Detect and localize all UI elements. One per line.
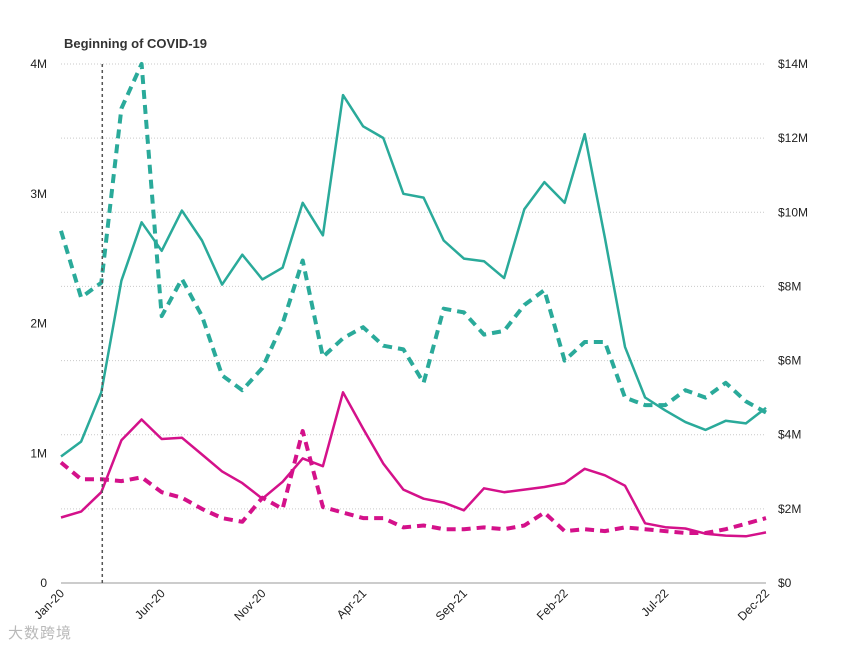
y-left-tick-label: 0 [40,576,47,590]
covid-annotation: Beginning of COVID-19 [64,36,207,583]
x-axis: Jan-20 Jun-20 Nov-20 Apr-21 Sep-21 Feb-22 Jul-… [31,586,772,623]
magenta-dashed-line [59,429,767,535]
x-tick-label: Dec-22 [735,586,772,623]
x-tick-label: Sep-21 [433,586,470,623]
y-right-tick-label: $6M [778,354,801,368]
y-left-tick-label: 2M [30,317,47,331]
x-tick-label: Feb-22 [534,586,571,623]
x-tick-label: Apr-21 [334,586,370,622]
y-left-tick-label: 4M [30,57,47,71]
watermark: 大数跨境 [8,624,73,642]
y-right-tick-label: $14M [778,57,808,71]
y-right-tick-label: $8M [778,279,801,293]
y-right-tick-label: $12M [778,131,808,145]
x-tick-label: Jan-20 [31,586,67,622]
y-right-tick-label: $10M [778,205,808,219]
y-axis-right: $0 $2M $4M $6M $8M $10M $12M $14M [778,57,808,590]
gridlines [61,63,766,510]
y-right-tick-label: $0 [778,576,792,590]
magenta-solid-line [60,391,767,538]
y-right-tick-label: $2M [778,502,801,516]
y-right-tick-label: $4M [778,428,801,442]
series-group [59,62,767,538]
x-tick-label: Jun-20 [132,586,168,622]
y-left-tick-label: 1M [30,446,47,460]
x-tick-label: Nov-20 [231,586,268,623]
y-axis-left: 0 1M 2M 3M 4M [30,57,47,590]
covid-label: Beginning of COVID-19 [64,36,207,51]
x-tick-label: Jul-22 [638,586,671,619]
teal-solid-line [60,93,767,458]
y-left-tick-label: 3M [30,187,47,201]
teal-dashed-line [59,62,767,415]
